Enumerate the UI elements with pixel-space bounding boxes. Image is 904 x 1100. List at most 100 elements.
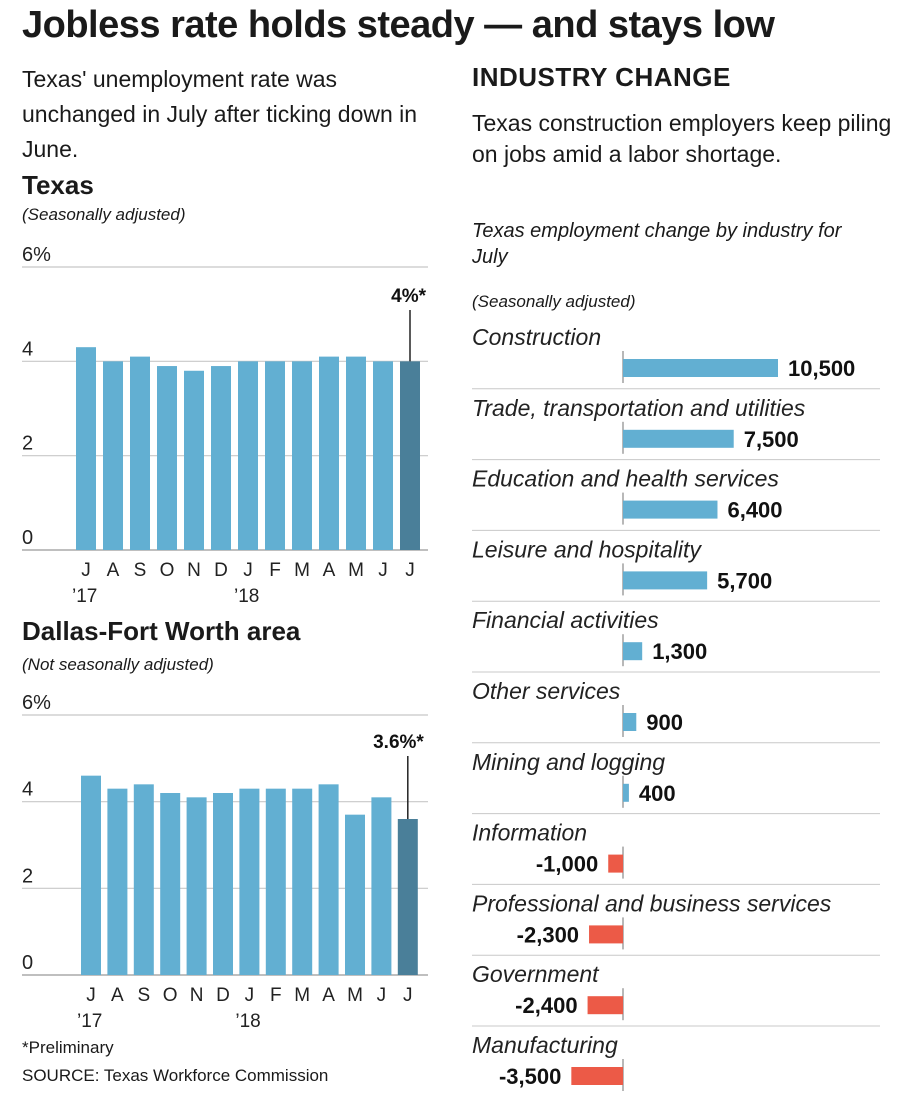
texas-xtick-label: S [134,560,147,581]
dfw-ytick-label: 6% [22,692,51,714]
industry-category-label: Construction [472,324,601,350]
texas-xtick-label: M [294,560,310,581]
dfw-chart-subtitle: (Not seasonally adjusted) [22,655,214,674]
texas-bar [265,361,285,550]
texas-ytick-label: 4 [22,338,33,360]
dfw-xtick-label: O [163,985,178,1006]
industry-bar [608,854,623,873]
industry-bar [587,996,623,1015]
dfw-xtick-label: M [294,985,310,1006]
texas-year-label: ’17 [72,586,97,606]
industry-bar [623,642,643,661]
industry-bar [623,571,708,590]
industry-category-label: Information [472,820,587,846]
industry-value-label: -1,000 [536,852,598,877]
dfw-xtick-label: F [270,985,282,1006]
texas-bar [211,366,231,550]
texas-ytick-label: 0 [22,527,33,549]
texas-xtick-label: O [160,560,175,581]
texas-bar [400,361,420,550]
dfw-year-label: ’18 [235,1011,260,1030]
industry-category-label: Financial activities [472,607,659,633]
industry-chart-subtitle: Texas employment change by industry for … [472,220,842,268]
texas-bar [184,370,204,550]
texas-bar [373,361,393,550]
industry-category-label: Manufacturing [472,1032,618,1058]
industry-change-chart: Construction 10,500 Trade, transportation … [472,324,880,1091]
industry-value-label: 400 [639,781,676,806]
industry-bar [623,783,629,802]
dfw-bar [213,793,233,975]
texas-bar [292,361,312,550]
dfw-ytick-label: 2 [22,865,33,887]
intro-text: Texas' unemployment rate was unchanged i… [22,66,418,162]
dfw-bar [397,819,418,975]
texas-bar [346,356,366,550]
industry-bar [571,1067,623,1085]
dfw-bar [160,793,181,975]
industry-value-label: -2,400 [515,993,577,1018]
dfw-bar [318,784,339,975]
industry-bar [589,925,623,944]
dfw-chart-title: Dallas-Fort Worth area [22,616,301,646]
industry-bar [623,713,637,731]
industry-intro: Texas construction employers keep piling… [472,110,892,167]
dfw-bar [133,784,154,975]
dfw-xtick-label: S [137,985,150,1006]
dfw-annotation-label: 3.6%* [373,732,424,753]
industry-category-label: Other services [472,678,621,704]
dfw-bar [371,797,392,975]
dfw-xtick-label: D [216,985,230,1006]
texas-annotation-label: 4%* [391,286,426,307]
dfw-xtick-label: A [111,985,124,1006]
texas-bar [103,361,123,550]
industry-category-label: Trade, transportation and utilities [472,395,806,421]
industry-value-label: 6,400 [727,498,782,523]
industry-bar [623,500,718,519]
texas-ytick-label: 6% [22,244,51,266]
industry-value-label: 10,500 [788,356,855,381]
industry-value-label: 900 [646,710,683,735]
texas-xtick-label: N [187,560,201,581]
dfw-xtick-label: A [322,985,335,1006]
dfw-bar [81,775,101,975]
industry-bar [623,429,734,448]
headline: Jobless rate holds steady — and stays lo… [22,4,775,46]
dfw-xtick-label: J [245,985,255,1006]
texas-chart-subtitle: (Seasonally adjusted) [22,205,186,224]
industry-value-label: -3,500 [499,1064,561,1089]
industry-value-label: 1,300 [652,639,707,664]
industry-title: INDUSTRY CHANGE [472,62,731,92]
industry-value-label: 7,500 [744,427,799,452]
industry-adjust-note: (Seasonally adjusted) [472,292,636,311]
industry-category-label: Government [472,961,600,987]
dfw-xtick-label: J [403,985,413,1006]
texas-xtick-label: A [107,560,120,581]
dfw-bar [345,814,365,975]
industry-category-label: Education and health services [472,466,779,492]
dfw-xtick-label: M [347,985,363,1006]
dfw-bar [239,788,260,975]
texas-bar [130,356,150,550]
dfw-xtick-label: N [190,985,204,1006]
texas-xtick-label: D [214,560,228,581]
industry-category-label: Professional and business services [472,890,832,916]
industry-bar [623,359,778,377]
texas-xtick-label: A [323,560,336,581]
texas-xtick-label: J [405,560,415,581]
texas-xtick-label: F [269,560,281,581]
texas-bar [238,361,258,550]
dfw-bar [186,797,207,975]
texas-xtick-label: J [81,560,91,581]
dfw-year-label: ’17 [77,1011,102,1030]
industry-value-label: -2,300 [517,922,579,947]
industry-value-label: 5,700 [717,568,772,593]
dfw-ytick-label: 0 [22,952,33,974]
industry-category-label: Mining and logging [472,749,665,775]
source-note: SOURCE: Texas Workforce Commission [22,1066,329,1085]
dfw-xtick-label: J [86,985,96,1006]
texas-year-label: ’18 [234,586,259,606]
texas-xtick-label: M [348,560,364,581]
